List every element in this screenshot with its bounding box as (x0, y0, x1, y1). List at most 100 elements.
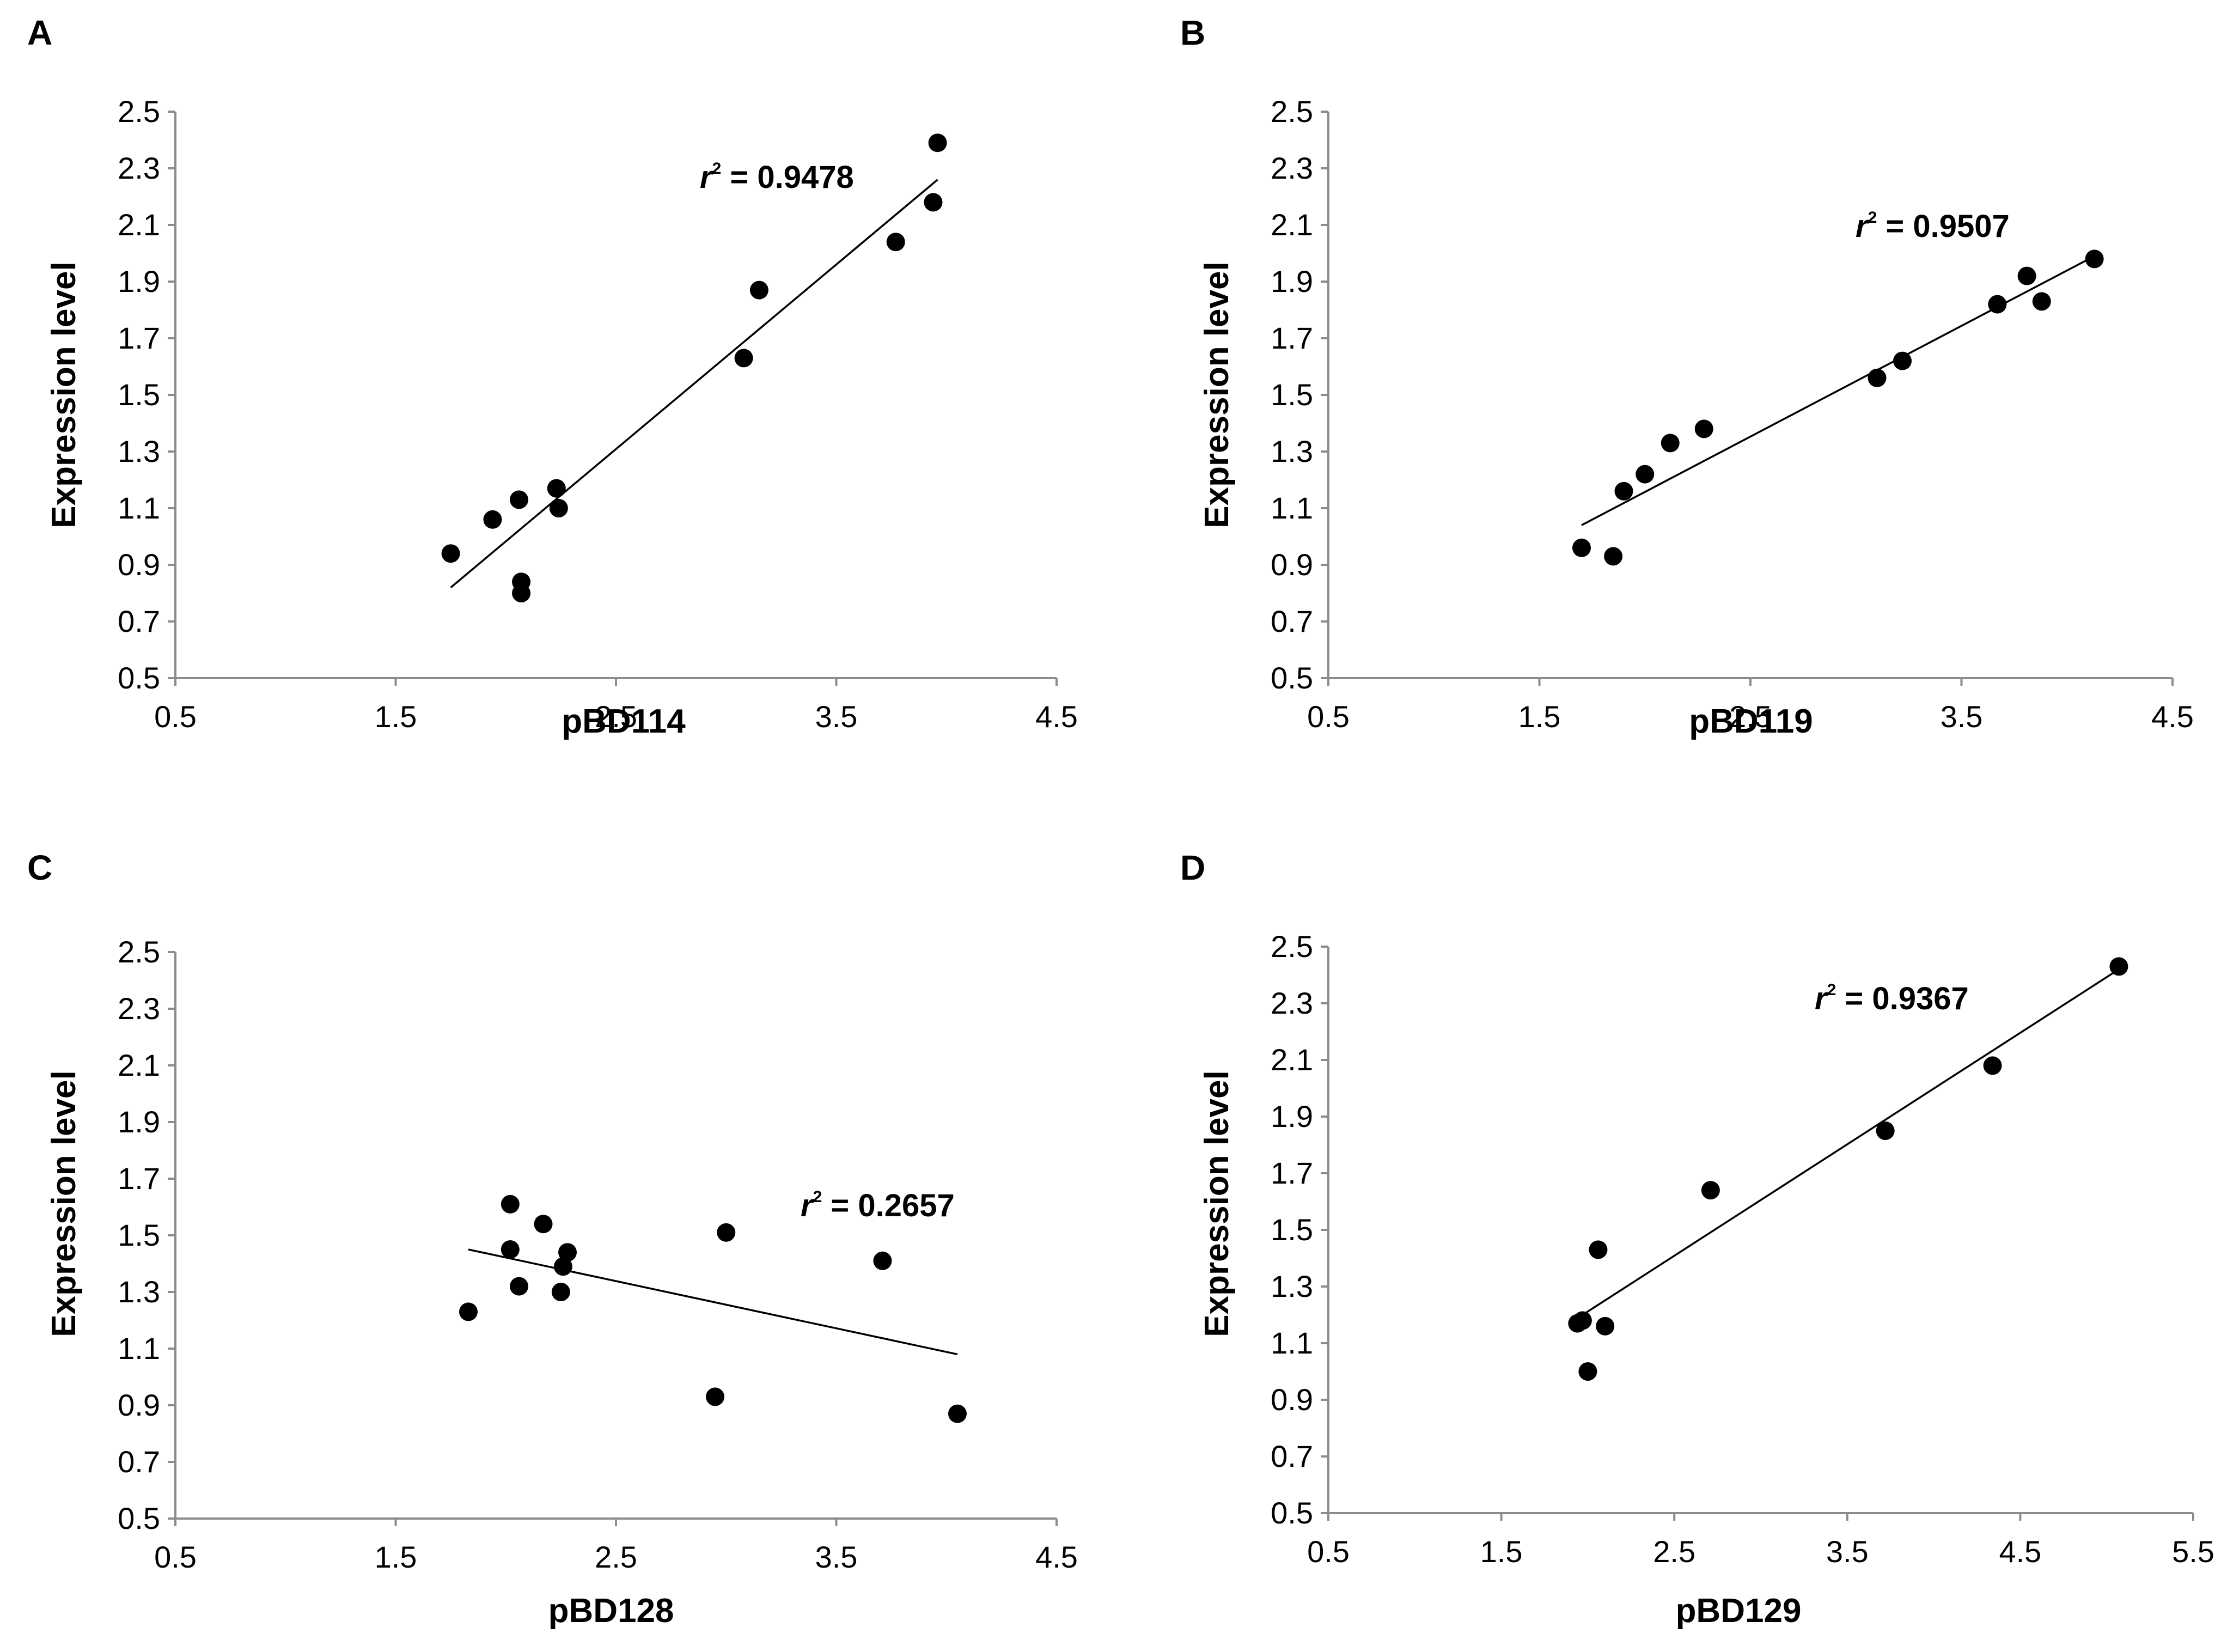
x-axis-title: pBD128 (548, 1592, 674, 1630)
r2-value: = 0.2657 (822, 1188, 955, 1223)
y-axis-title: Expression level (1198, 1070, 1236, 1337)
r2-exponent: 2 (712, 160, 722, 178)
x-tick-label: 3.5 (815, 699, 858, 734)
data-point (483, 510, 502, 529)
y-tick-label: 2.5 (1271, 929, 1313, 964)
x-tick-label: 1.5 (1480, 1534, 1523, 1569)
y-tick-label: 0.7 (118, 604, 160, 638)
data-point (1578, 1362, 1597, 1381)
y-tick-label: 1.7 (118, 321, 160, 355)
data-point (1868, 368, 1887, 387)
scatter-chart-a: A 0.5 0.7 0.9 1.1 1.3 1.5 1.7 1.9 2.1 2.3 2.5 0.5 1.… (27, 13, 1078, 740)
trendline (468, 1248, 958, 1356)
data-point (2109, 957, 2128, 976)
panel-letter: B (1180, 13, 1205, 52)
plot-layer: 0.5 0.7 0.9 1.1 1.3 1.5 1.7 1.9 2.1 2.3 2.5 0.5 1.5 2… (1271, 94, 2194, 734)
y-tick-label: 1.5 (1271, 377, 1313, 412)
y-tick-label: 0.7 (1271, 1439, 1313, 1473)
r2-exponent: 2 (1868, 209, 1877, 227)
r2-annotation: r2 = 0.2657 (801, 1188, 955, 1223)
y-tick-label: 0.5 (118, 1501, 160, 1535)
data-point (501, 1240, 520, 1259)
r2-value: = 0.9367 (1836, 981, 1969, 1016)
data-point (1604, 547, 1623, 566)
y-tick-label: 2.5 (118, 94, 160, 129)
plot-layer: 0.5 0.7 0.9 1.1 1.3 1.5 1.7 1.9 2.1 2.3 2.5 0.5 1.5 2… (1271, 929, 2214, 1569)
panel-b: B 0.5 0.7 0.9 1.1 1.3 1.5 1.7 1.9 2.1 2.3 2.5 0.5 1.… (1153, 0, 2215, 817)
data-point (2032, 292, 2051, 311)
r2-annotation: r2 = 0.9478 (700, 160, 854, 195)
y-tick-label: 2.3 (1271, 986, 1313, 1020)
data-point (1636, 465, 1655, 484)
data-point (1661, 434, 1680, 453)
y-tick-label: 1.1 (118, 1331, 160, 1366)
r2-symbol: r (1856, 209, 1870, 244)
panel-d: D 0.5 0.7 0.9 1.1 1.3 1.5 1.7 1.9 2.1 2.3 2.5 0.5 1.… (1153, 835, 2215, 1652)
y-tick-label: 1.5 (118, 1218, 160, 1252)
y-tick-label: 0.5 (1271, 661, 1313, 695)
data-point (510, 1277, 529, 1296)
y-tick-label: 1.9 (1271, 264, 1313, 298)
data-point (886, 233, 905, 252)
y-tick-label: 1.1 (118, 491, 160, 525)
x-tick-label: 1.5 (375, 699, 417, 734)
y-tick-label: 2.5 (118, 935, 160, 969)
y-tick-label: 1.1 (1271, 491, 1313, 525)
x-tick-label: 2.5 (1653, 1534, 1695, 1569)
r2-annotation: r2 = 0.9367 (1815, 981, 1969, 1016)
x-tick-label: 3.5 (1826, 1534, 1869, 1569)
y-tick-label: 1.9 (118, 264, 160, 298)
y-tick-label: 0.9 (1271, 547, 1313, 582)
y-tick-label: 1.9 (1271, 1099, 1313, 1133)
y-tick-label: 1.9 (118, 1105, 160, 1139)
y-axis-title: Expression level (1198, 261, 1236, 528)
r2-symbol: r (1815, 981, 1829, 1016)
data-point (512, 584, 531, 602)
data-point (717, 1223, 736, 1242)
data-point (749, 281, 768, 300)
y-tick-label: 2.1 (1271, 208, 1313, 242)
x-tick-label: 4.5 (2151, 699, 2194, 734)
x-tick-label: 0.5 (1307, 699, 1350, 734)
y-tick-label: 1.3 (118, 434, 160, 468)
y-tick-label: 2.1 (118, 1048, 160, 1082)
x-tick-label: 4.5 (1999, 1534, 2041, 1569)
y-tick-label: 1.7 (118, 1161, 160, 1196)
data-point (734, 349, 753, 368)
data-point (558, 1243, 577, 1262)
x-tick-label: 4.5 (1035, 699, 1078, 734)
y-tick-label: 1.5 (1271, 1212, 1313, 1247)
y-tick-label: 2.1 (118, 208, 160, 242)
x-tick-label: 3.5 (815, 1540, 858, 1574)
r2-value: = 0.9507 (1877, 209, 2010, 244)
x-axis-title: pBD129 (1676, 1592, 1802, 1630)
data-point (1983, 1056, 2002, 1075)
r2-symbol: r (700, 160, 714, 195)
data-point (2085, 249, 2104, 269)
panel-letter: A (27, 13, 52, 52)
y-tick-label: 0.5 (1271, 1496, 1313, 1530)
y-axis-title: Expression level (45, 261, 83, 528)
scatter-chart-b: B 0.5 0.7 0.9 1.1 1.3 1.5 1.7 1.9 2.1 2.3 2.5 0.5 1.… (1180, 13, 2194, 740)
data-point (1893, 351, 1912, 370)
y-tick-label: 2.3 (118, 991, 160, 1026)
y-tick-label: 1.3 (1271, 434, 1313, 468)
data-point (928, 133, 947, 153)
panel-a: A 0.5 0.7 0.9 1.1 1.3 1.5 1.7 1.9 2.1 2.3 2.5 0.5 1.… (0, 0, 1089, 817)
x-axis-title: pBD114 (562, 703, 686, 740)
plot-layer: 0.5 0.7 0.9 1.1 1.3 1.5 1.7 1.9 2.1 2.3 2.5 0.5 1.5 2… (118, 935, 1078, 1574)
r2-exponent: 2 (813, 1188, 822, 1206)
trendline (1582, 968, 2120, 1316)
y-tick-label: 2.3 (118, 151, 160, 185)
y-tick-label: 2.5 (1271, 94, 1313, 129)
data-point (510, 490, 529, 509)
data-point (1572, 538, 1591, 557)
y-tick-label: 0.5 (118, 661, 160, 695)
x-tick-label: 2.5 (595, 699, 637, 734)
data-point (459, 1302, 478, 1321)
data-point (551, 1283, 570, 1301)
data-point (549, 499, 568, 517)
y-axis-title: Expression level (45, 1070, 83, 1337)
x-tick-label: 3.5 (1941, 699, 1983, 734)
y-tick-label: 0.9 (1271, 1382, 1313, 1417)
